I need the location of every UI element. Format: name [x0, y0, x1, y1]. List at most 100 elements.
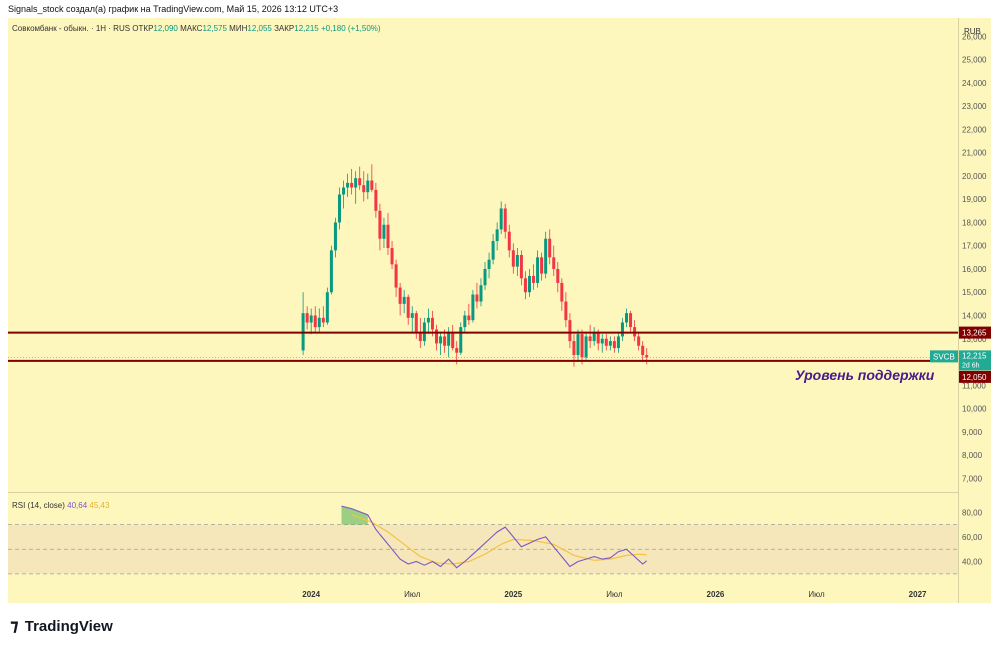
- candle-body: [394, 264, 398, 288]
- candle-body: [414, 313, 418, 332]
- candle-body: [305, 313, 309, 323]
- candle-body: [540, 257, 544, 274]
- price-tick-label: 24,000: [962, 79, 987, 88]
- symbol-name: Совкомбанк - обыкн. · 1Н · RUS: [12, 24, 131, 33]
- price-axis-ticks: 7,0008,0009,00010,00011,00012,00013,0001…: [962, 32, 987, 483]
- candle-body: [584, 336, 588, 358]
- candle-body: [515, 255, 519, 267]
- candle-body: [552, 257, 556, 269]
- price-tick-label: 21,000: [962, 149, 987, 158]
- candle-body: [499, 208, 503, 230]
- candle-body: [337, 194, 341, 223]
- price-tick-label: 18,000: [962, 218, 987, 227]
- candle-body: [346, 182, 350, 188]
- rsi-ma-value: 45,43: [89, 501, 110, 510]
- price-tick-label: 19,000: [962, 195, 987, 204]
- candle-body: [600, 338, 604, 344]
- close-value: 12,215: [294, 24, 319, 33]
- rsi-legend: RSI (14, close) 40,64 45,43: [12, 501, 109, 510]
- rsi-ma-line: [351, 514, 647, 565]
- price-pane-bg: [8, 18, 958, 492]
- candle-body: [527, 275, 531, 293]
- candle-body: [455, 348, 459, 353]
- candle-body: [378, 210, 382, 239]
- candle-body: [560, 282, 564, 302]
- price-tick-label: 17,000: [962, 242, 987, 251]
- candle-body: [519, 255, 523, 279]
- ticker-badge-text: SVCB: [933, 352, 955, 361]
- candle-body: [572, 341, 576, 356]
- candle-body: [329, 250, 333, 293]
- high-value: 12,575: [202, 24, 227, 33]
- open-value: 12,090: [153, 24, 178, 33]
- candle-body: [439, 336, 443, 344]
- tradingview-logo[interactable]: ⁊ TradingView: [10, 616, 113, 636]
- time-axis-ticks: 2024 Июл 2025 Июл 2026 Июл 2027: [302, 590, 927, 599]
- candle-body: [342, 187, 346, 195]
- candle-body: [548, 238, 552, 258]
- candle-body: [483, 268, 487, 286]
- candle-body: [354, 178, 358, 188]
- candle-body: [321, 317, 325, 323]
- price-tick-label: 20,000: [962, 172, 987, 181]
- candle-body: [620, 322, 624, 337]
- candle-body: [503, 208, 507, 232]
- price-tick-label: 23,000: [962, 102, 987, 111]
- candle-body: [625, 313, 629, 323]
- price-axis-bg: [958, 18, 991, 593]
- candle-body: [313, 315, 317, 328]
- candle-body: [463, 315, 467, 328]
- candle-body: [386, 224, 390, 249]
- candle-body: [382, 224, 386, 239]
- candle-body: [536, 257, 540, 283]
- low-label: МИН: [229, 24, 248, 33]
- last-price-badge: SVCB 12,215 2d 6h: [930, 350, 991, 371]
- low-value: 12,055: [247, 24, 272, 33]
- price-tick-label: 9,000: [962, 428, 983, 437]
- price-tick-label: 16,000: [962, 265, 987, 274]
- time-tick-label: 2024: [302, 590, 320, 599]
- support-badge-text: 12,050: [962, 373, 987, 382]
- countdown-text: 2d 6h: [962, 362, 980, 369]
- price-tick-label: 13,000: [962, 335, 987, 344]
- time-tick-label: Июл: [606, 590, 623, 599]
- candle-body: [608, 341, 612, 346]
- candle-body: [435, 329, 439, 344]
- tradingview-logo-icon: ⁊: [10, 616, 19, 636]
- candle-body: [459, 327, 463, 353]
- candle-body: [495, 229, 499, 242]
- price-tick-label: 15,000: [962, 288, 987, 297]
- price-tick-label: 8,000: [962, 451, 983, 460]
- support-badge: 12,050: [959, 370, 991, 383]
- candle-body: [612, 341, 616, 349]
- candle-body: [564, 301, 568, 321]
- currency-label: RUB: [964, 27, 981, 36]
- candle-body: [556, 268, 560, 283]
- price-tick-label: 22,000: [962, 125, 987, 134]
- rsi-value: 40,64: [67, 501, 88, 510]
- candle-body: [406, 296, 410, 318]
- candle-body: [362, 185, 366, 193]
- rsi-tick-label: 80,00: [962, 508, 983, 517]
- candle-body: [616, 336, 620, 349]
- price-tick-label: 10,000: [962, 405, 987, 414]
- candle-body: [511, 250, 515, 267]
- rsi-tick-label: 60,00: [962, 533, 983, 542]
- time-tick-label: Июл: [808, 590, 825, 599]
- candle-body: [358, 178, 362, 186]
- attribution-text: Signals_stock создал(а) график на Tradin…: [8, 4, 339, 14]
- price-tick-label: 14,000: [962, 311, 987, 320]
- symbol-legend: Совкомбанк - обыкн. · 1Н · RUS ОТКР12,09…: [12, 24, 381, 33]
- candle-body: [390, 248, 394, 265]
- candle-body: [309, 315, 313, 323]
- candle-body: [479, 285, 483, 302]
- candles-layer: [301, 164, 649, 367]
- candle-body: [629, 313, 633, 328]
- price-tick-label: 11,000: [962, 381, 986, 390]
- resistance-badge: 13,265: [959, 326, 991, 339]
- candle-body: [374, 189, 378, 211]
- candle-body: [366, 180, 370, 193]
- high-label: МАКС: [180, 24, 203, 33]
- resistance-badge-text: 13,265: [962, 329, 987, 338]
